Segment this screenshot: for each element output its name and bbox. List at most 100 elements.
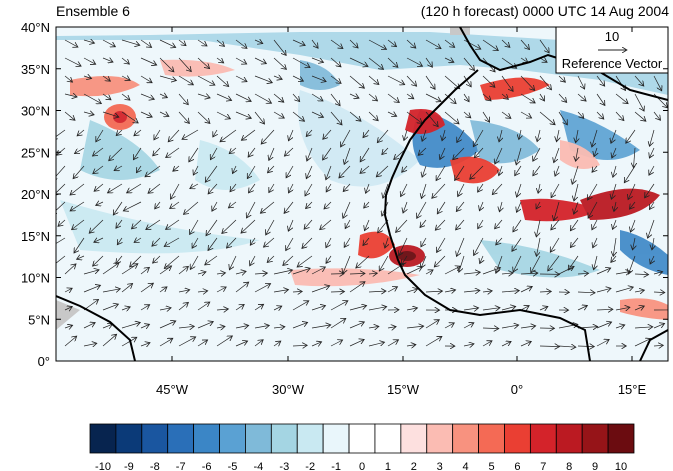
wind-vector [140,57,157,65]
wind-vector [615,325,625,328]
reference-vector-legend: 10 Reference Vector [555,26,669,74]
wind-vector [166,219,180,229]
wind-vector [630,201,636,209]
wind-vector [596,322,612,329]
wind-vector [216,326,225,328]
colorbar-label: -4 [254,461,264,471]
wind-vector [123,201,142,211]
wind-vector [140,324,150,328]
wind-vector [64,94,77,97]
wind-vector [304,219,313,229]
wind-vector [146,219,161,230]
wind-vector [64,336,77,347]
wind-vector [216,309,228,310]
wind-vector [254,57,266,64]
wind-vector [254,304,264,311]
wind-vector [517,183,522,197]
wind-vector [479,201,483,211]
colorbar-label: 5 [488,461,494,471]
wind-vector [444,323,454,329]
wind-vector [339,165,351,178]
lat-tick-label: 30°N [21,104,50,119]
wind-vector [501,39,510,47]
wind-vector [269,183,275,193]
panel-title: Ensemble 6 [56,3,130,19]
wind-vector [554,147,560,163]
wind-vector [173,166,180,171]
wind-vector [368,75,379,85]
wind-vector [305,183,313,196]
colorbar-swatch [115,423,143,454]
wind-vector [463,290,480,292]
wind-vector [302,237,313,248]
colorbar-swatch [219,423,246,454]
colorbar-label: 7 [540,461,546,471]
colorbar-swatch [452,423,479,454]
wind-vector [323,147,332,160]
wind-vector [311,93,323,101]
colorbar-label: 3 [437,461,443,471]
wind-vector [349,282,365,293]
wind-vector [634,339,651,347]
wind-vector [83,40,95,43]
colorbar-label: -2 [305,461,315,471]
wind-vector [444,39,455,47]
wind-vector [611,129,617,143]
wind-vector [550,237,560,252]
wind-vector [311,39,318,48]
wind-vector [324,201,332,209]
wind-vector [501,273,513,274]
wind-vector [140,75,152,83]
wind-vector [330,93,340,106]
wind-vector [220,129,237,142]
wind-vector [170,201,180,209]
wind-vector [311,325,331,328]
colorbar-label: 6 [514,461,520,471]
colorbar-label: -8 [150,461,160,471]
wind-vector [442,129,445,141]
wind-vector [366,183,369,193]
wind-vector [653,323,665,329]
wind-vector [594,255,597,270]
wind-vector [513,255,522,272]
wind-vector [624,165,636,183]
colorbar-swatch [322,423,350,454]
wind-vector [197,272,206,274]
wind-vector [241,129,256,140]
wind-vector [116,255,123,264]
wind-vector [515,165,522,176]
wind-vector [512,237,522,251]
wind-vector [463,111,471,118]
wind-vector [387,340,399,347]
wind-vector [228,201,237,208]
wind-vector [154,129,161,140]
wind-vector [75,147,85,154]
wind-vector [554,201,560,221]
wind-vector [205,255,218,265]
wind-vector [136,165,141,173]
wind-vector [132,219,142,229]
wind-vector [197,340,208,347]
wind-vector [197,57,210,69]
wind-vector [492,183,503,195]
wind-vector [368,342,385,347]
wind-vector [235,111,251,118]
wind-vector [292,345,307,346]
wind-vector [94,238,104,242]
wind-vector [140,111,152,117]
wind-vector [574,201,579,214]
colorbar-swatch [167,423,195,454]
wind-vector [463,344,474,346]
wind-vector [166,147,180,158]
wind-vector [376,165,389,177]
wind-vector [520,93,535,103]
wind-vector [379,255,389,271]
wind-vector [396,219,408,232]
wind-vector [235,341,248,347]
wind-vector [482,268,501,275]
wind-vector [288,219,294,231]
wind-vector [368,291,386,292]
wind-vector [89,219,104,233]
wind-vector [229,147,237,154]
wind-vector [289,183,294,193]
